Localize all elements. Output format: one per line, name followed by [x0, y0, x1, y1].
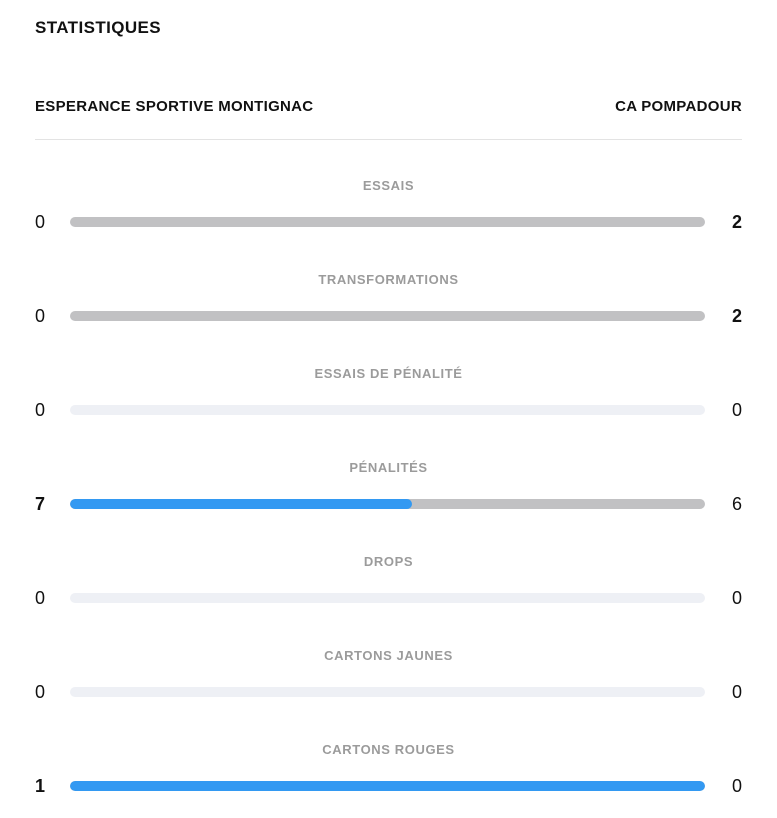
stat-bar-line: 1 0: [35, 773, 742, 799]
away-value: 2: [731, 306, 742, 326]
stat-bar-track: [70, 593, 705, 603]
stat-row: ESSAIS 0 2: [35, 178, 742, 235]
away-value: 0: [731, 682, 742, 702]
home-value: 7: [35, 494, 46, 514]
stat-bar-track: [70, 217, 705, 227]
home-bar-fill: [70, 781, 705, 791]
stat-label: PÉNALITÉS: [349, 460, 428, 475]
stat-bar-line: 0 0: [35, 585, 742, 611]
stat-bar-track: [70, 499, 705, 509]
home-value: 0: [35, 400, 46, 420]
stat-bar-line: 0 0: [35, 679, 742, 705]
stat-row: ESSAIS DE PÉNALITÉ 0 0: [35, 366, 742, 423]
away-value: 0: [731, 588, 742, 608]
stat-bar-track: [70, 687, 705, 697]
home-value: 0: [35, 306, 46, 326]
stat-bar-line: 0 0: [35, 397, 742, 423]
stat-label: CARTONS ROUGES: [322, 742, 455, 757]
home-value: 0: [35, 682, 46, 702]
stat-row: TRANSFORMATIONS 0 2: [35, 272, 742, 329]
home-team-name: ESPERANCE SPORTIVE MONTIGNAC: [35, 98, 314, 115]
stat-bar-track: [70, 781, 705, 791]
page-title: STATISTIQUES: [35, 18, 162, 37]
away-value: 6: [731, 494, 742, 514]
home-value: 0: [35, 212, 46, 232]
stat-row: CARTONS ROUGES 1 0: [35, 742, 742, 799]
stat-row: DROPS 0 0: [35, 554, 742, 611]
stat-bar-line: 0 2: [35, 209, 742, 235]
header-divider: [35, 139, 742, 140]
teams-header: ESPERANCE SPORTIVE MONTIGNAC CA POMPADOU…: [35, 98, 742, 116]
statistics-panel: STATISTIQUES ESPERANCE SPORTIVE MONTIGNA…: [0, 18, 777, 799]
away-value: 0: [731, 776, 742, 796]
away-value: 0: [731, 400, 742, 420]
stat-label: ESSAIS DE PÉNALITÉ: [314, 366, 463, 381]
home-bar-fill: [70, 499, 412, 509]
stat-label: CARTONS JAUNES: [324, 648, 453, 663]
away-value: 2: [731, 212, 742, 232]
stat-row: CARTONS JAUNES 0 0: [35, 648, 742, 705]
stat-bar-line: 0 2: [35, 303, 742, 329]
home-value: 0: [35, 588, 46, 608]
stat-rows: ESSAIS 0 2 TRANSFORMATIONS 0 2 ESSAIS DE…: [35, 178, 742, 799]
home-value: 1: [35, 776, 46, 796]
stat-bar-track: [70, 405, 705, 415]
stat-label: ESSAIS: [362, 178, 415, 193]
stat-bar-line: 7 6: [35, 491, 742, 517]
stat-row: PÉNALITÉS 7 6: [35, 460, 742, 517]
stat-label: DROPS: [363, 554, 414, 569]
away-team-name: CA POMPADOUR: [615, 98, 742, 115]
stat-label: TRANSFORMATIONS: [318, 272, 459, 287]
stat-bar-track: [70, 311, 705, 321]
